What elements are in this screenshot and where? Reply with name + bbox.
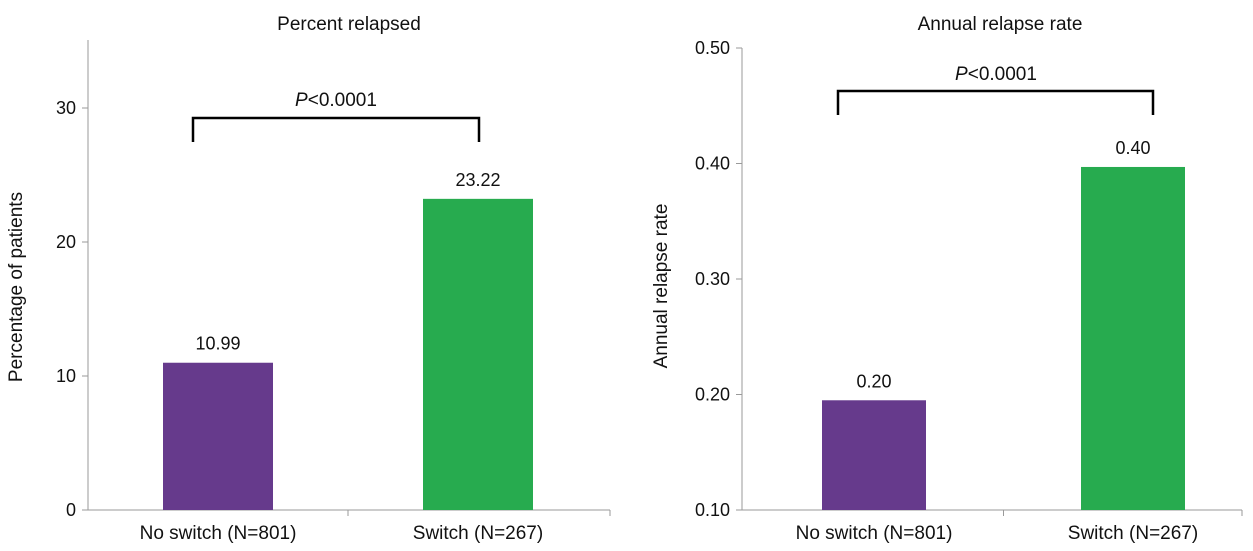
- p-value-text: <0.0001: [968, 64, 1037, 85]
- significance-bracket: [191, 116, 481, 142]
- bar: [1081, 166, 1185, 510]
- y-tick-label: 0.30: [695, 269, 730, 289]
- bar-value-label: 0.40: [1115, 138, 1150, 158]
- x-tick-label: No switch (N=801): [796, 523, 953, 544]
- y-axis-label: Percentage of patients: [6, 192, 27, 382]
- y-tick-label: 0.40: [695, 154, 730, 174]
- bar: [822, 400, 926, 510]
- y-tick-label: 10: [56, 366, 76, 386]
- chart-title: Percent relapsed: [277, 14, 421, 35]
- p-value-symbol: P: [295, 90, 308, 111]
- y-tick-label: 30: [56, 98, 76, 118]
- y-axis-label: Annual relapse rate: [651, 204, 672, 369]
- y-tick-label: 0.10: [695, 500, 730, 520]
- x-tick-label: Switch (N=267): [413, 523, 543, 544]
- p-value-annotation: P<0.0001: [955, 64, 1037, 85]
- y-tick-label: 20: [56, 232, 76, 252]
- chart-title: Annual relapse rate: [918, 14, 1083, 35]
- bar: [423, 198, 533, 511]
- x-tick-label: No switch (N=801): [140, 523, 297, 544]
- y-tick-label: 0.50: [695, 38, 730, 58]
- y-tick-label: 0: [66, 500, 76, 520]
- p-value-symbol: P: [955, 64, 968, 85]
- y-tick-label: 0.20: [695, 385, 730, 405]
- significance-bracket: [836, 89, 1155, 115]
- p-value-annotation: P<0.0001: [295, 90, 377, 111]
- bar: [163, 362, 273, 510]
- p-value-text: <0.0001: [308, 90, 377, 111]
- bar-value-label: 0.20: [856, 371, 891, 391]
- bar-value-label: 10.99: [195, 334, 240, 354]
- bar-value-label: 23.22: [455, 170, 500, 190]
- x-tick-label: Switch (N=267): [1068, 523, 1198, 544]
